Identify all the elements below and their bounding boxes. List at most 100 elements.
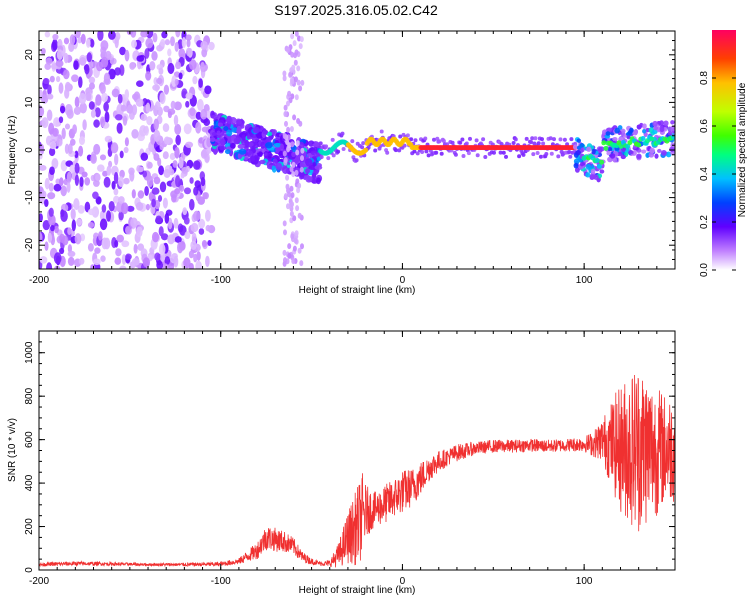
spectrogram-cell	[305, 158, 313, 167]
spectrogram-cell	[529, 140, 534, 145]
spectrogram-cell	[424, 149, 429, 154]
spectrogram-cell	[55, 178, 61, 185]
spectrogram-cell	[92, 191, 99, 200]
spectrogram-cell	[95, 94, 102, 106]
spectrogram-cell	[51, 158, 59, 169]
spectrogram-cell	[258, 151, 263, 158]
spectrogram-cell	[178, 156, 184, 169]
spectrogram-cell	[48, 214, 56, 226]
spectrogram-cell	[54, 225, 59, 234]
spectrogram-cell	[297, 212, 302, 219]
spectrogram-cell	[609, 153, 616, 159]
spectrogram-cell	[290, 33, 295, 40]
spectrogram-cell	[341, 147, 346, 151]
spectrogram-cell	[435, 136, 440, 141]
spectrogram-cell	[151, 231, 160, 243]
spectrogram-cell	[58, 82, 64, 94]
spectrogram-cell	[181, 37, 187, 49]
spectrogram-cell	[157, 194, 163, 202]
snr-ytick-label: 400	[24, 474, 35, 491]
spectrogram-cell	[133, 243, 138, 254]
spectrogram-cell	[99, 116, 106, 127]
spectrogram-cell	[361, 141, 366, 146]
spectrogram-cell	[241, 134, 246, 141]
spectrogram-cell	[423, 136, 428, 141]
spectrogram-cell	[296, 65, 301, 72]
spectrogram-cell	[652, 120, 658, 127]
spectrogram-cell	[63, 52, 69, 64]
spectrogram-cell	[153, 118, 159, 131]
spectrogram-cell	[464, 141, 469, 146]
spectrogram-cell	[196, 251, 201, 261]
spectrogram-cell	[200, 149, 208, 159]
spectrogram-cell	[85, 38, 91, 48]
spectrogram-cell	[64, 143, 70, 155]
spectrogram-cell	[244, 140, 250, 148]
spectrogram-cell	[596, 163, 602, 169]
spectrogram-cell	[39, 152, 43, 160]
spectrogram-cell	[185, 92, 193, 100]
spectrogram-cell	[153, 176, 161, 185]
spectrogram-cell	[153, 153, 160, 161]
spectrogram-cell	[475, 153, 480, 158]
spectrogram-cell	[513, 137, 518, 142]
spectrogram-cell	[294, 230, 299, 237]
spectrogram-cell	[49, 141, 57, 150]
spectrogram-cell	[66, 109, 74, 119]
spectrogram-cell	[64, 81, 71, 92]
spectrogram-cell	[41, 117, 49, 129]
snr-ytick-label: 600	[24, 431, 35, 448]
spectrogram-cell	[74, 233, 82, 245]
spectrogram-cell	[189, 177, 194, 184]
spectrogram-cell	[164, 256, 171, 265]
spectrogram-cell	[100, 255, 106, 263]
spectrogram-cell	[188, 250, 194, 259]
spectrogram-cell	[238, 148, 247, 155]
spectrogram-cell	[124, 89, 130, 100]
spectrogram-cell	[340, 131, 345, 136]
spectrogram-cell	[167, 48, 172, 57]
spectrogram-cell	[73, 198, 80, 211]
spectrogram-cell	[129, 62, 136, 70]
spectrogram-cell	[158, 243, 166, 256]
spectrogram-cell	[94, 247, 101, 254]
spectrogram-cell	[193, 186, 199, 196]
spectrogram-cell	[426, 153, 431, 158]
spectrogram-cell	[151, 198, 156, 208]
spectrogram-cell	[319, 155, 324, 159]
spectrogram-cell	[118, 176, 124, 188]
spectrogram-cell	[144, 185, 149, 197]
spectrogram-cell	[287, 243, 292, 250]
spectrogram-cell	[162, 123, 170, 133]
spectrogram-cell	[599, 159, 605, 165]
spectrogram-ytick-label: 0	[24, 147, 35, 153]
spectrogram-cell	[235, 139, 240, 145]
spectrogram-cell	[290, 192, 295, 199]
spectrogram-cell	[80, 33, 86, 45]
spectrogram-cell	[137, 190, 145, 199]
spectrogram-cell	[575, 149, 581, 156]
spectrogram-cell	[360, 145, 365, 150]
spectrogram-cell	[178, 184, 185, 192]
spectrogram-cell	[670, 120, 675, 125]
spectrogram-cell	[94, 107, 101, 118]
spectrogram-cell	[145, 37, 154, 49]
spectrogram-cell	[198, 218, 206, 229]
spectrogram-cell	[99, 218, 108, 231]
spectrogram-cell	[183, 216, 190, 225]
spectrogram-cell	[119, 150, 124, 159]
spectrogram-cell	[300, 79, 305, 86]
spectrogram-cell	[150, 206, 156, 215]
spectrogram-cell	[140, 113, 148, 122]
spectrogram-cell	[42, 220, 50, 231]
spectrogram-cell	[175, 31, 181, 38]
spectrogram-cell	[76, 218, 83, 226]
spectrogram-cell	[167, 62, 175, 75]
spectrogram-cell	[88, 67, 93, 77]
spectrogram-cell	[162, 197, 168, 209]
spectrogram-cell	[78, 93, 87, 105]
spectrogram-cell	[363, 147, 369, 153]
spectrogram-cell	[39, 213, 43, 222]
spectrogram-cell	[294, 49, 299, 56]
snr-xtick-label: 0	[400, 576, 406, 587]
